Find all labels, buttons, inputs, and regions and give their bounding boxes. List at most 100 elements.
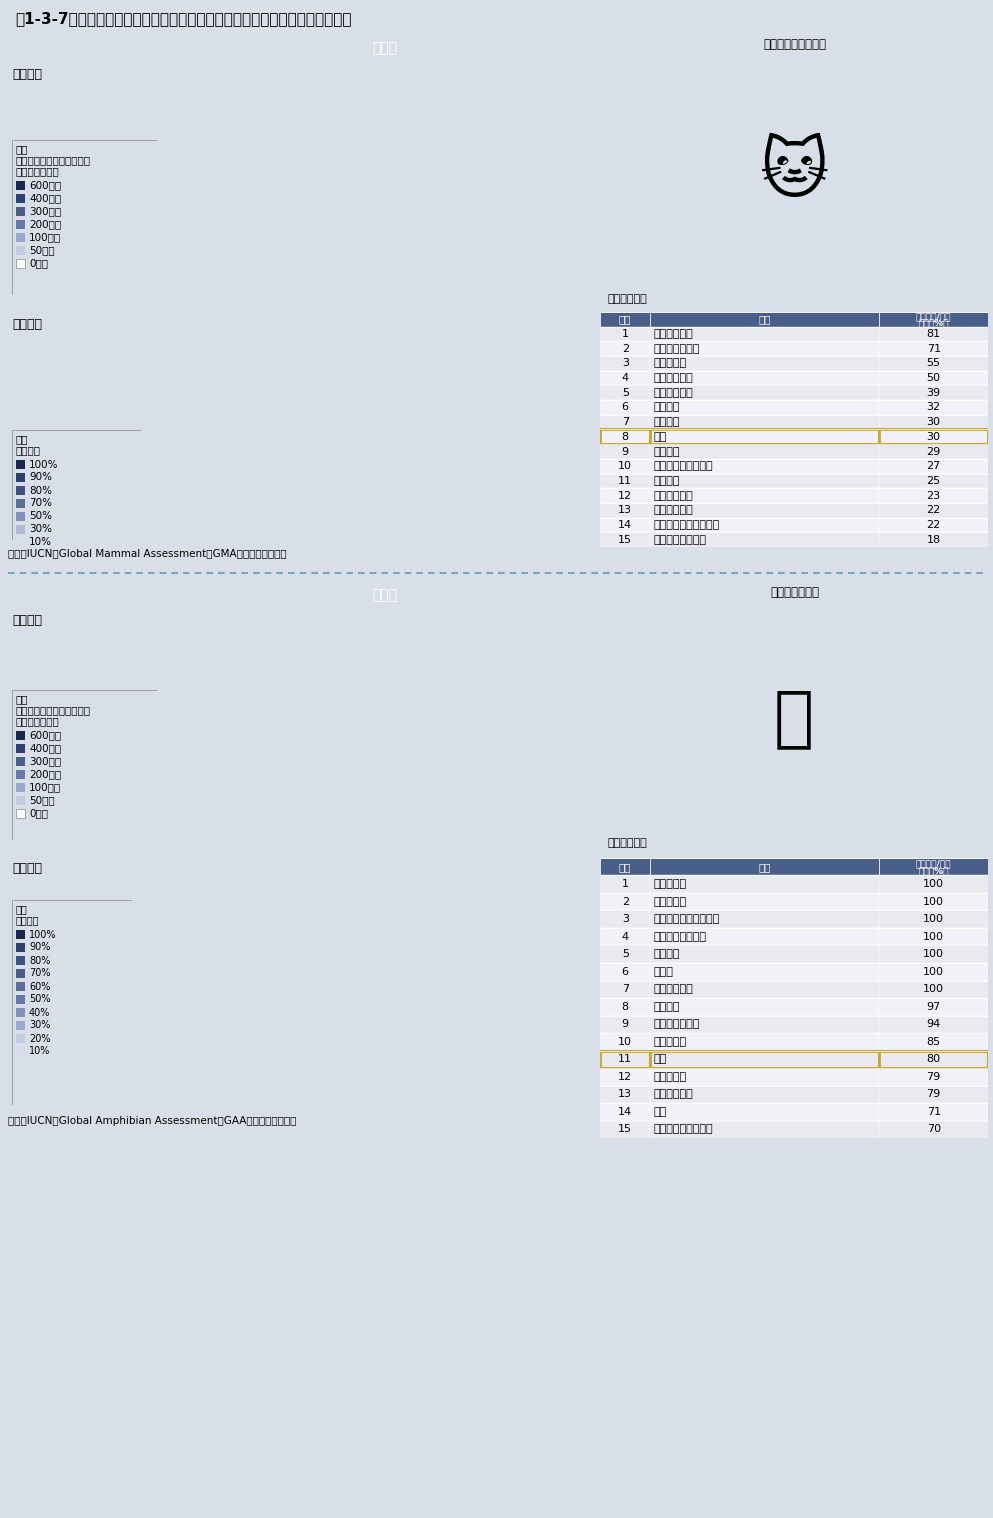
Text: 30%: 30%	[29, 1020, 51, 1031]
Text: 97: 97	[926, 1002, 940, 1013]
Bar	[650, 1085, 880, 1104]
Bar	[880, 430, 988, 445]
Bar	[650, 962, 880, 981]
Bar	[600, 489, 650, 502]
Bar	[16, 732, 25, 739]
Text: 6: 6	[622, 402, 629, 413]
Text: 9: 9	[622, 1019, 629, 1029]
Text: イリオモテヤマネコ: イリオモテヤマネコ	[764, 38, 826, 52]
Bar	[880, 518, 988, 533]
Bar	[600, 386, 650, 401]
Bar	[650, 489, 880, 502]
Bar	[16, 260, 25, 269]
Bar	[880, 1104, 988, 1120]
Text: 13: 13	[619, 1090, 633, 1099]
Text: 70: 70	[926, 1125, 940, 1134]
Text: サントメ・プリンシペ: サントメ・プリンシペ	[653, 521, 720, 530]
Bar	[16, 486, 25, 495]
Bar	[880, 474, 988, 489]
Text: メキシコ: メキシコ	[653, 417, 680, 427]
Bar	[650, 911, 880, 927]
Text: 30: 30	[926, 431, 940, 442]
Text: ブラジル: ブラジル	[653, 446, 680, 457]
Bar	[600, 502, 650, 518]
Bar	[650, 386, 880, 401]
Text: オーストラリア: オーストラリア	[653, 343, 700, 354]
Text: 写真：環境省: 写真：環境省	[608, 294, 647, 304]
Bar	[16, 194, 25, 203]
Text: 32: 32	[926, 402, 940, 413]
Bar	[880, 893, 988, 911]
Bar	[600, 927, 650, 946]
Bar	[880, 445, 988, 458]
Text: アメリカ: アメリカ	[653, 477, 680, 486]
Text: ニュージーランド: ニュージーランド	[653, 932, 706, 941]
Text: 図1-3-7　世界の哺乳類及び両生類の分布状況（国別の固有種数／生息種数）: 図1-3-7 世界の哺乳類及び両生類の分布状況（国別の固有種数／生息種数）	[15, 12, 352, 26]
Bar	[600, 313, 650, 326]
Bar	[16, 994, 25, 1003]
Bar	[600, 893, 650, 911]
Bar	[16, 220, 25, 229]
Bar	[650, 1120, 880, 1138]
Text: 11: 11	[619, 477, 633, 486]
Text: 10%: 10%	[29, 537, 52, 548]
Text: 80%: 80%	[29, 486, 52, 495]
Text: 71: 71	[926, 343, 940, 354]
Bar	[16, 246, 25, 255]
Bar	[16, 206, 25, 216]
Bar	[600, 962, 650, 981]
Text: 400種～: 400種～	[29, 744, 62, 753]
Text: 固有種率: 固有種率	[16, 445, 41, 455]
Bar	[600, 858, 650, 876]
Bar	[880, 342, 988, 357]
Text: 12: 12	[619, 490, 633, 501]
Text: フィジー: フィジー	[653, 949, 680, 959]
Bar	[16, 783, 25, 792]
Bar	[16, 499, 25, 509]
Bar	[16, 956, 25, 965]
Text: 生息種数: 生息種数	[12, 615, 42, 627]
Text: 固有種数/生息: 固有種数/生息	[916, 859, 951, 868]
Text: 50: 50	[926, 373, 940, 383]
Bar	[880, 326, 988, 342]
Bar	[650, 401, 880, 414]
Text: 85: 85	[926, 1037, 940, 1047]
Text: 色の濃い国は、種が多様で: 色の濃い国は、種が多様で	[16, 155, 91, 165]
Bar	[650, 533, 880, 546]
Bar	[880, 997, 988, 1016]
Bar	[880, 876, 988, 893]
Bar	[650, 1034, 880, 1050]
Text: オーストラリア: オーストラリア	[653, 1019, 700, 1029]
Text: 50種～: 50種～	[29, 795, 55, 806]
Bar	[650, 946, 880, 962]
Bar	[16, 757, 25, 767]
Bar	[16, 809, 25, 818]
Bar	[650, 858, 880, 876]
Bar	[600, 1104, 650, 1120]
Bar	[880, 927, 988, 946]
Bar	[650, 313, 880, 326]
Text: 27: 27	[926, 461, 940, 471]
Bar	[880, 357, 988, 370]
Text: あることを示す: あることを示す	[16, 716, 60, 726]
Bar	[16, 181, 25, 190]
Text: インドネシア: インドネシア	[653, 387, 693, 398]
Text: 固有種率: 固有種率	[12, 317, 42, 331]
Text: 100種～: 100種～	[29, 782, 62, 792]
Bar	[600, 1016, 650, 1034]
Text: 日本: 日本	[653, 1053, 666, 1064]
Text: 1: 1	[622, 329, 629, 339]
Text: 4: 4	[622, 373, 629, 383]
Text: 81: 81	[926, 329, 940, 339]
Bar	[16, 512, 25, 521]
Bar	[880, 946, 988, 962]
Text: 100: 100	[923, 914, 944, 924]
Bar	[880, 401, 988, 414]
Text: 🐱: 🐱	[760, 140, 829, 206]
Text: 100種～: 100種～	[29, 232, 62, 243]
Bar	[16, 982, 25, 991]
Bar	[600, 911, 650, 927]
Text: 写真：環境省: 写真：環境省	[608, 838, 647, 849]
Text: ソロモン諸島: ソロモン諸島	[653, 490, 693, 501]
Text: 凡例: 凡例	[16, 905, 28, 914]
